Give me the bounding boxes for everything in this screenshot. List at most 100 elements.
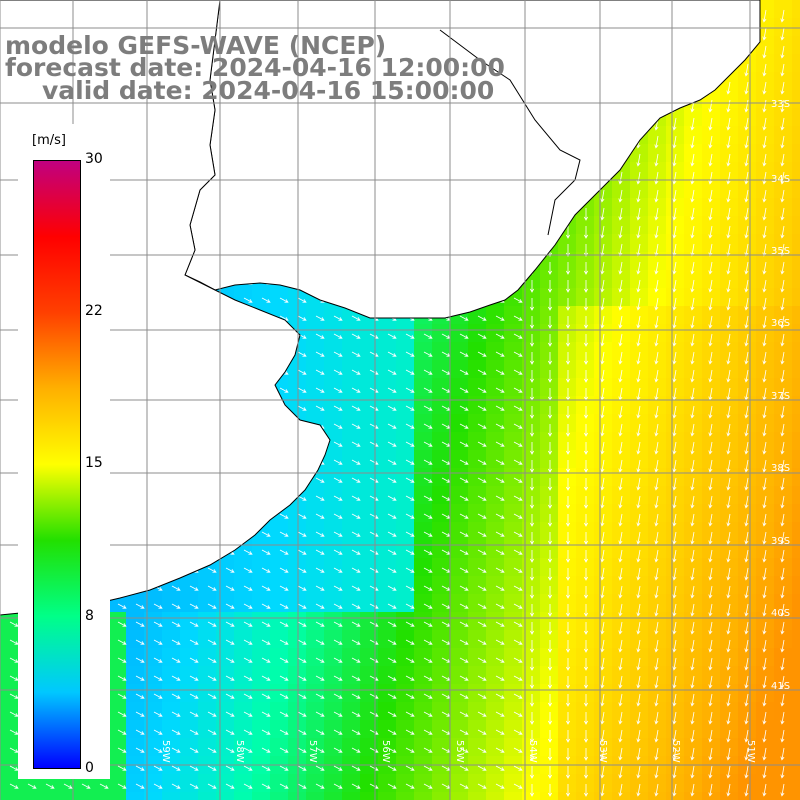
field-cell <box>234 720 253 739</box>
wind-arrow <box>459 747 469 753</box>
wind-arrow <box>261 711 271 717</box>
wind-arrow <box>726 783 731 797</box>
wind-arrow <box>654 675 659 689</box>
field-cell <box>144 648 163 667</box>
wind-arrow <box>654 729 659 743</box>
wind-arrow <box>583 712 589 725</box>
wind-arrow <box>583 730 589 743</box>
wind-arrow <box>513 747 523 753</box>
field-cell <box>702 180 721 199</box>
wind-arrow <box>333 459 343 465</box>
field-cell <box>738 576 757 595</box>
wind-arrow <box>225 675 235 681</box>
wind-arrow <box>565 442 571 455</box>
wind-arrow <box>405 711 415 717</box>
wind-arrow <box>654 477 659 491</box>
field-cell <box>738 594 757 613</box>
field-cell <box>774 774 793 793</box>
wind-arrow <box>529 640 535 653</box>
field-cell <box>414 450 433 469</box>
field-cell <box>684 666 703 685</box>
field-cell <box>486 558 505 577</box>
field-cell <box>486 540 505 559</box>
lat-label: 34S <box>771 174 790 185</box>
wind-arrow <box>495 783 505 789</box>
field-cell <box>684 252 703 271</box>
field-cell <box>324 648 343 667</box>
wind-arrow <box>351 441 361 447</box>
field-cell <box>612 468 631 487</box>
field-cell <box>360 720 379 739</box>
field-cell <box>756 576 775 595</box>
field-cell <box>558 648 577 667</box>
wind-arrow <box>189 657 199 663</box>
wind-arrow <box>405 639 415 645</box>
wind-arrow <box>405 441 415 447</box>
field-cell <box>702 270 721 289</box>
field-cell <box>684 558 703 577</box>
field-cell <box>756 108 775 127</box>
wind-arrow <box>726 261 731 275</box>
field-cell <box>666 594 685 613</box>
wind-arrow <box>744 477 749 491</box>
field-cell <box>180 666 199 685</box>
wind-arrow <box>547 748 553 761</box>
wind-arrow <box>207 585 217 591</box>
field-cell <box>702 558 721 577</box>
field-cell <box>630 342 649 361</box>
field-cell <box>324 666 343 685</box>
wind-arrow <box>636 603 641 617</box>
field-cell <box>612 648 631 667</box>
field-cell <box>774 432 793 451</box>
field-cell <box>540 738 559 757</box>
wind-arrow <box>744 675 749 689</box>
field-cell <box>306 378 325 397</box>
field-cell <box>558 702 577 721</box>
field-cell <box>342 684 361 703</box>
wind-arrow <box>565 712 571 725</box>
field-cell <box>774 792 793 800</box>
field-cell <box>612 720 631 739</box>
field-cell <box>108 684 127 703</box>
wind-arrow <box>279 729 289 735</box>
field-cell <box>468 540 487 559</box>
field-cell <box>522 396 541 415</box>
wind-arrow <box>636 243 641 257</box>
wind-arrow <box>600 603 605 617</box>
wind-arrow <box>690 279 695 293</box>
wind-arrow <box>135 711 145 717</box>
field-cell <box>630 234 649 253</box>
wind-arrow <box>387 657 397 663</box>
field-cell <box>756 774 775 793</box>
field-cell <box>486 666 505 685</box>
wind-arrow <box>690 153 695 167</box>
wind-arrow <box>495 513 505 519</box>
field-cell <box>198 774 217 793</box>
field-cell <box>540 666 559 685</box>
field-cell <box>162 612 181 631</box>
wind-arrow <box>405 513 415 519</box>
wind-arrow <box>583 280 589 293</box>
field-cell <box>774 684 793 703</box>
wind-arrow <box>565 604 571 617</box>
field-cell <box>306 738 325 757</box>
wind-arrow <box>744 459 749 473</box>
wind-arrow <box>315 405 325 411</box>
field-cell <box>306 684 325 703</box>
wind-arrow <box>618 531 623 545</box>
wind-arrow <box>780 99 785 113</box>
field-cell <box>468 342 487 361</box>
wind-arrow <box>708 297 713 311</box>
field-cell <box>522 738 541 757</box>
field-cell <box>720 792 739 800</box>
field-cell <box>414 396 433 415</box>
field-cell <box>648 306 667 325</box>
field-cell <box>792 288 800 307</box>
field-cell <box>540 288 559 307</box>
wind-arrow <box>762 693 767 707</box>
field-cell <box>414 738 433 757</box>
wind-arrow <box>762 45 767 59</box>
wind-arrow <box>780 117 785 131</box>
field-cell <box>504 558 523 577</box>
field-cell <box>126 774 145 793</box>
